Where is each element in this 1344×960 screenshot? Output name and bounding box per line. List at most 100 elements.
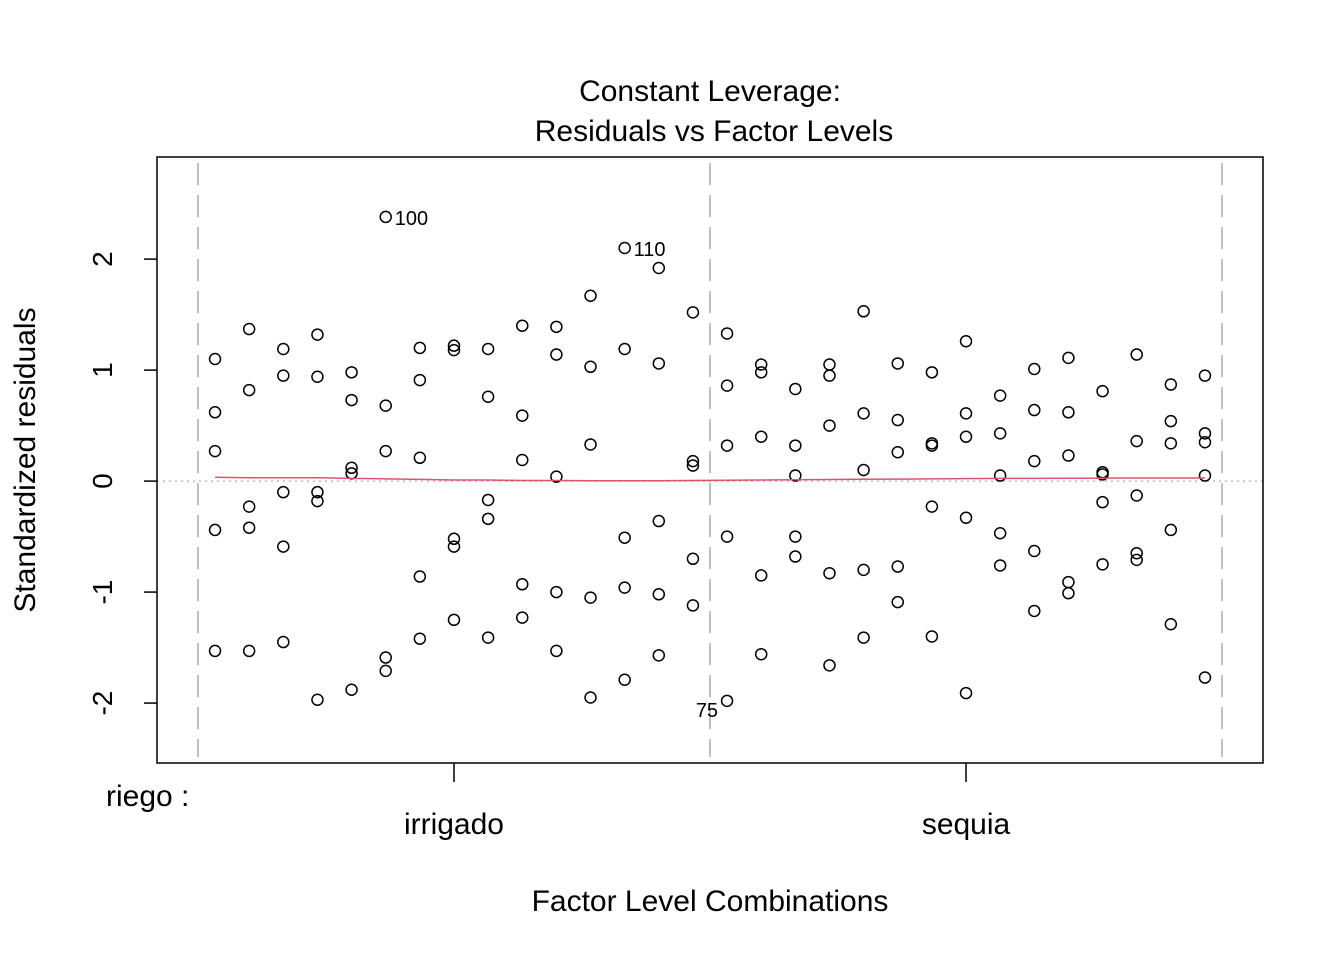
data-point <box>481 342 495 356</box>
y-tick-label: 2 <box>87 251 118 267</box>
data-point <box>1028 454 1041 468</box>
plot-frame <box>156 156 1264 764</box>
data-point <box>481 512 495 526</box>
data-point <box>754 569 768 582</box>
data-point <box>857 563 870 577</box>
data-point <box>857 305 870 318</box>
data-point <box>413 373 427 387</box>
data-point <box>447 532 461 546</box>
data-point <box>516 453 529 467</box>
data-point <box>891 560 904 573</box>
data-point <box>1164 523 1178 537</box>
y-axis-label: Standardized residuals <box>9 307 42 612</box>
data-point <box>1164 618 1178 631</box>
data-point <box>277 485 290 499</box>
data-point <box>379 664 392 678</box>
data-point <box>516 611 529 624</box>
factor-name-label: riego : <box>106 780 189 813</box>
data-point <box>754 366 768 379</box>
data-point <box>1062 351 1075 365</box>
data-point <box>754 430 768 443</box>
data-point <box>311 370 324 384</box>
point-annotation: 75 <box>696 700 718 722</box>
data-point <box>1062 575 1075 589</box>
data-point <box>925 630 939 643</box>
data-point <box>1096 468 1109 481</box>
data-point <box>1130 434 1143 448</box>
data-point <box>345 393 358 407</box>
data-point <box>618 342 631 356</box>
data-point <box>584 591 597 604</box>
data-point <box>1062 586 1075 600</box>
data-point <box>447 540 461 553</box>
data-point <box>242 521 256 534</box>
data-point <box>1028 403 1041 417</box>
data-point <box>1164 414 1178 428</box>
y-tick-label: 1 <box>87 362 118 378</box>
data-point <box>550 585 563 599</box>
data-point <box>720 439 734 452</box>
data-point <box>1028 362 1041 376</box>
data-point <box>925 500 939 513</box>
data-point <box>959 407 973 420</box>
data-point <box>720 530 734 543</box>
data-point <box>208 644 222 658</box>
data-point <box>754 358 768 371</box>
data-point <box>1130 348 1143 361</box>
data-point <box>857 463 870 477</box>
data-point <box>277 635 290 649</box>
data-point <box>686 459 700 472</box>
data-point <box>242 383 256 397</box>
data-point <box>686 306 700 319</box>
data-point <box>618 241 631 255</box>
data-point <box>208 352 222 366</box>
data-point <box>652 261 666 275</box>
data-point <box>584 438 597 451</box>
data-point <box>1096 558 1109 571</box>
x-axis-label: Factor Level Combinations <box>532 885 889 918</box>
data-point <box>208 444 222 458</box>
data-point <box>242 322 256 336</box>
point-annotation: 110 <box>634 239 666 261</box>
data-point <box>754 647 768 661</box>
data-point <box>481 493 495 507</box>
y-tick-label: -2 <box>87 691 118 716</box>
data-point <box>652 357 666 370</box>
data-point <box>550 348 563 361</box>
data-point <box>1164 378 1178 391</box>
data-point <box>1096 495 1109 509</box>
data-point <box>891 445 904 459</box>
data-point <box>379 210 392 224</box>
data-point <box>1198 427 1212 440</box>
data-point <box>447 339 461 352</box>
data-point <box>857 407 870 420</box>
data-point <box>584 289 597 302</box>
data-point <box>413 632 427 645</box>
data-point <box>277 540 290 553</box>
data-point <box>413 451 427 465</box>
data-point <box>277 369 290 382</box>
data-point <box>720 694 734 708</box>
data-point <box>1062 449 1075 462</box>
data-point <box>686 599 700 612</box>
data-point <box>1130 553 1143 567</box>
data-point <box>823 659 836 672</box>
data-point <box>379 651 392 664</box>
data-point <box>823 566 836 580</box>
data-point <box>720 327 734 340</box>
data-point <box>993 527 1007 540</box>
data-point <box>345 683 358 696</box>
data-point <box>413 341 427 355</box>
data-point <box>1164 437 1178 450</box>
data-point <box>379 444 392 458</box>
data-point <box>789 530 802 543</box>
data-point <box>1096 384 1109 398</box>
data-point <box>447 613 461 627</box>
data-point <box>242 644 256 658</box>
data-point <box>959 686 973 700</box>
data-point <box>1198 671 1212 684</box>
data-point <box>584 360 597 374</box>
data-point <box>789 550 802 563</box>
data-point <box>1130 489 1143 502</box>
data-point <box>379 399 392 412</box>
